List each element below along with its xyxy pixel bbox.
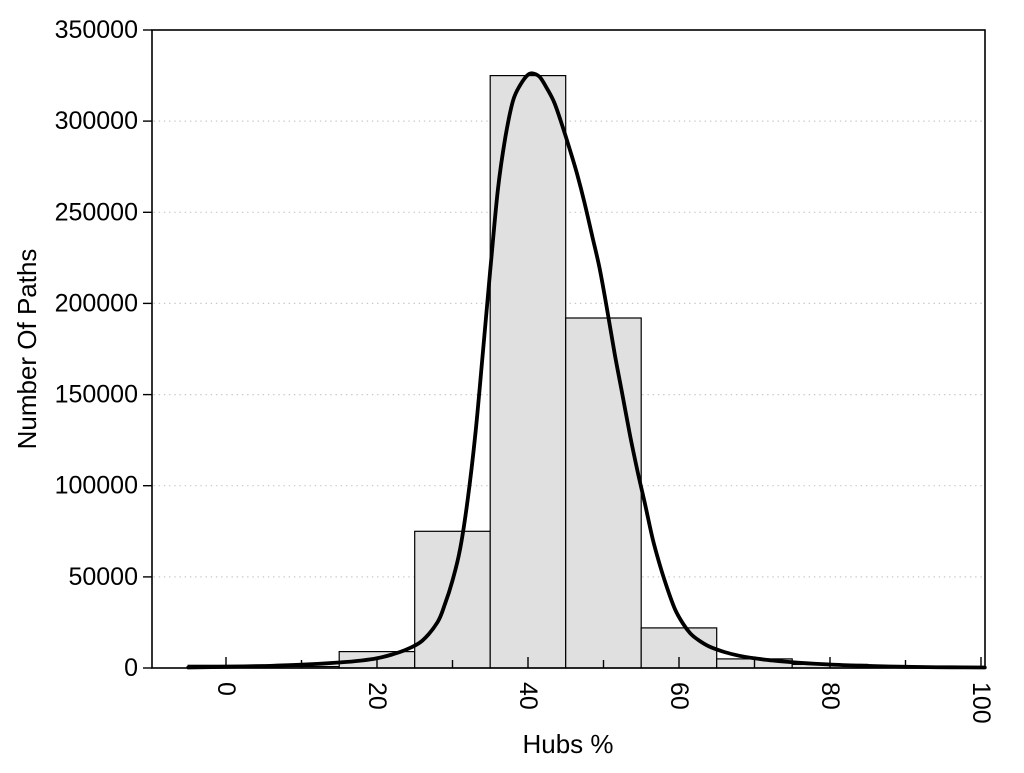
y-tick-label: 200000 <box>55 289 138 317</box>
x-axis-tick-labels: 0 20 40 60 80 100 <box>212 682 995 724</box>
gridlines <box>153 120 984 578</box>
histogram-bar <box>565 317 642 669</box>
y-tick-label: 100000 <box>55 472 138 500</box>
x-axis-ticks <box>225 657 982 668</box>
density-curve <box>186 71 987 670</box>
plot-frame <box>151 29 986 669</box>
x-tick-label: 100 <box>967 682 995 724</box>
y-axis-ticks <box>143 29 152 669</box>
x-tick-label: 40 <box>514 682 542 710</box>
x-tick-label: 20 <box>363 682 391 710</box>
x-axis-title: Hubs % <box>522 729 613 759</box>
y-tick-label: 150000 <box>55 381 138 409</box>
y-axis-title: Number Of Paths <box>12 249 42 450</box>
y-tick-label: 350000 <box>55 16 138 44</box>
y-tick-label: 300000 <box>55 107 138 135</box>
y-tick-label: 50000 <box>68 563 138 591</box>
histogram-bars <box>187 74 944 669</box>
x-tick-label: 0 <box>212 682 240 696</box>
histogram-bar <box>414 530 491 669</box>
x-tick-label: 60 <box>665 682 693 710</box>
y-tick-label: 0 <box>124 654 138 682</box>
x-tick-label: 80 <box>816 682 844 710</box>
y-axis-tick-labels: 0 50000 100000 150000 200000 250000 300000 3500… <box>55 16 138 682</box>
y-tick-label: 250000 <box>55 198 138 226</box>
